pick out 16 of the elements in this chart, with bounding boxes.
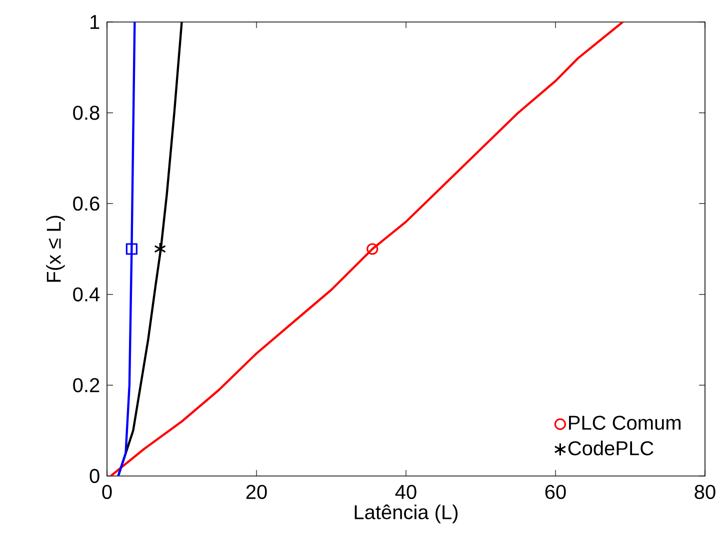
x-tick-label: 20 <box>246 484 267 500</box>
y-tick-label: 1 <box>90 15 100 29</box>
x-tick-label: 60 <box>545 484 566 500</box>
line-series <box>117 22 136 476</box>
x-axis-title: Latência (L) <box>354 504 458 524</box>
y-tick-label: 0 <box>90 468 100 484</box>
y-tick-label: 0.6 <box>73 196 100 211</box>
y-tick-label: 0.2 <box>73 378 100 392</box>
x-tick-label: 80 <box>694 484 716 500</box>
x-tick-label: 40 <box>395 484 416 500</box>
legend-label: PLC Comum <box>569 416 680 430</box>
x-tick-label: 0 <box>102 484 112 500</box>
y-axis-title: F(x ≤ L) <box>46 216 65 282</box>
y-tick-label: 0.8 <box>73 106 100 120</box>
y-tick-label: 0.4 <box>73 287 100 302</box>
legend-label: CodePLC <box>568 440 654 456</box>
